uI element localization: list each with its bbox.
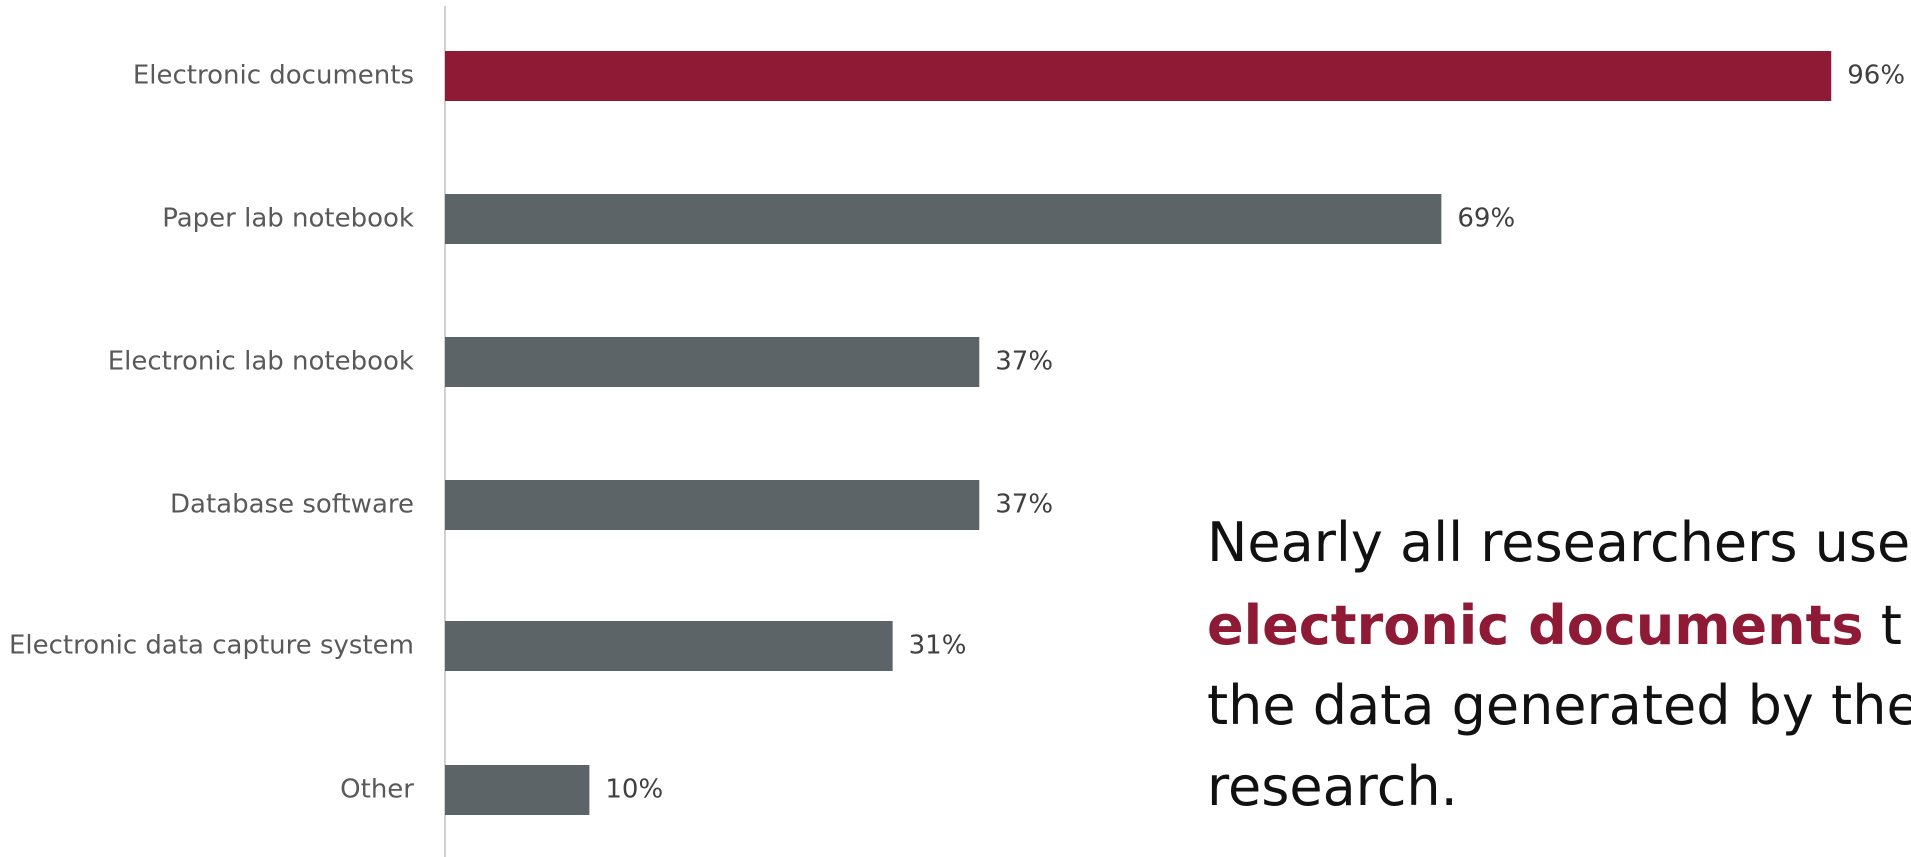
annotation-line: electronic documents t bbox=[1207, 594, 1902, 657]
value-label: 31% bbox=[909, 631, 967, 661]
annotation-line: Nearly all researchers use bbox=[1207, 511, 1910, 574]
category-label: Other bbox=[340, 775, 414, 805]
category-label: Electronic data capture system bbox=[9, 631, 414, 661]
annotation-line: research. bbox=[1207, 755, 1458, 818]
bar bbox=[445, 337, 980, 387]
annotation-text: the data generated by their bbox=[1207, 674, 1911, 737]
value-label: 96% bbox=[1847, 61, 1905, 91]
bar bbox=[445, 194, 1442, 244]
value-label: 69% bbox=[1457, 204, 1515, 234]
annotation-text: Nearly all researchers use bbox=[1207, 511, 1910, 574]
bar bbox=[445, 765, 590, 815]
category-label: Electronic documents bbox=[133, 61, 414, 91]
category-label: Electronic lab notebook bbox=[108, 347, 414, 377]
bar bbox=[445, 51, 1832, 101]
bar bbox=[445, 480, 980, 530]
annotation-line: the data generated by their bbox=[1207, 674, 1911, 737]
annotation-text: t bbox=[1864, 594, 1902, 657]
category-label: Database software bbox=[170, 490, 414, 520]
annotation-text: research. bbox=[1207, 755, 1458, 818]
annotation-text: electronic documents bbox=[1207, 594, 1864, 657]
value-label: 10% bbox=[605, 775, 663, 805]
bar bbox=[445, 621, 893, 671]
value-label: 37% bbox=[995, 490, 1053, 520]
category-label: Paper lab notebook bbox=[162, 204, 414, 234]
value-label: 37% bbox=[995, 347, 1053, 377]
